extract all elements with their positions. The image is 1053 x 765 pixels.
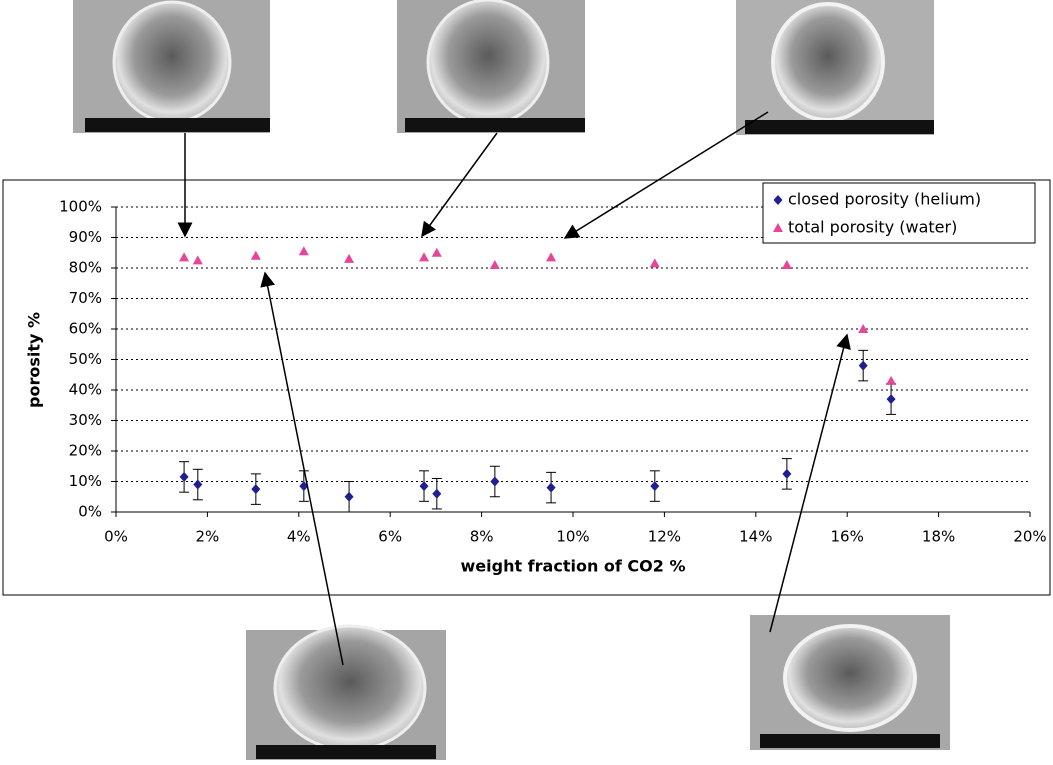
legend-label: closed porosity (helium)	[788, 190, 981, 209]
y-tick-label: 60%	[69, 320, 102, 338]
x-axis-title: weight fraction of CO2 %	[461, 557, 686, 576]
x-tick-label: 6%	[378, 528, 402, 546]
x-tick-label: 18%	[922, 528, 955, 546]
micrograph	[246, 626, 446, 760]
y-tick-label: 50%	[69, 350, 102, 368]
y-tick-label: 70%	[69, 289, 102, 307]
x-tick-label: 20%	[1013, 528, 1046, 546]
x-tick-label: 0%	[104, 528, 128, 546]
x-tick-label: 10%	[556, 528, 589, 546]
micrograph	[750, 615, 950, 750]
micrograph	[736, 0, 934, 135]
micrograph	[73, 0, 270, 133]
x-tick-label: 2%	[196, 528, 220, 546]
y-tick-label: 90%	[69, 228, 102, 246]
y-tick-label: 30%	[69, 411, 102, 429]
x-tick-label: 14%	[739, 528, 772, 546]
x-tick-label: 8%	[470, 528, 494, 546]
x-tick-label: 4%	[287, 528, 311, 546]
micrograph	[397, 0, 585, 133]
y-tick-label: 20%	[69, 442, 102, 460]
x-tick-label: 12%	[648, 528, 681, 546]
y-axis-title: porosity %	[25, 312, 44, 408]
y-tick-label: 40%	[69, 381, 102, 399]
y-tick-label: 100%	[59, 198, 102, 216]
page: 0% 10% 20% 30% 40% 50% 60% 70% 80% 90% 100% 0% 2% 4% 6…	[0, 0, 1053, 765]
y-tick-label: 0%	[78, 503, 102, 521]
x-tick-label: 16%	[831, 528, 864, 546]
y-tick-label: 10%	[69, 472, 102, 490]
y-tick-label: 80%	[69, 259, 102, 277]
legend-label: total porosity (water)	[788, 218, 957, 237]
